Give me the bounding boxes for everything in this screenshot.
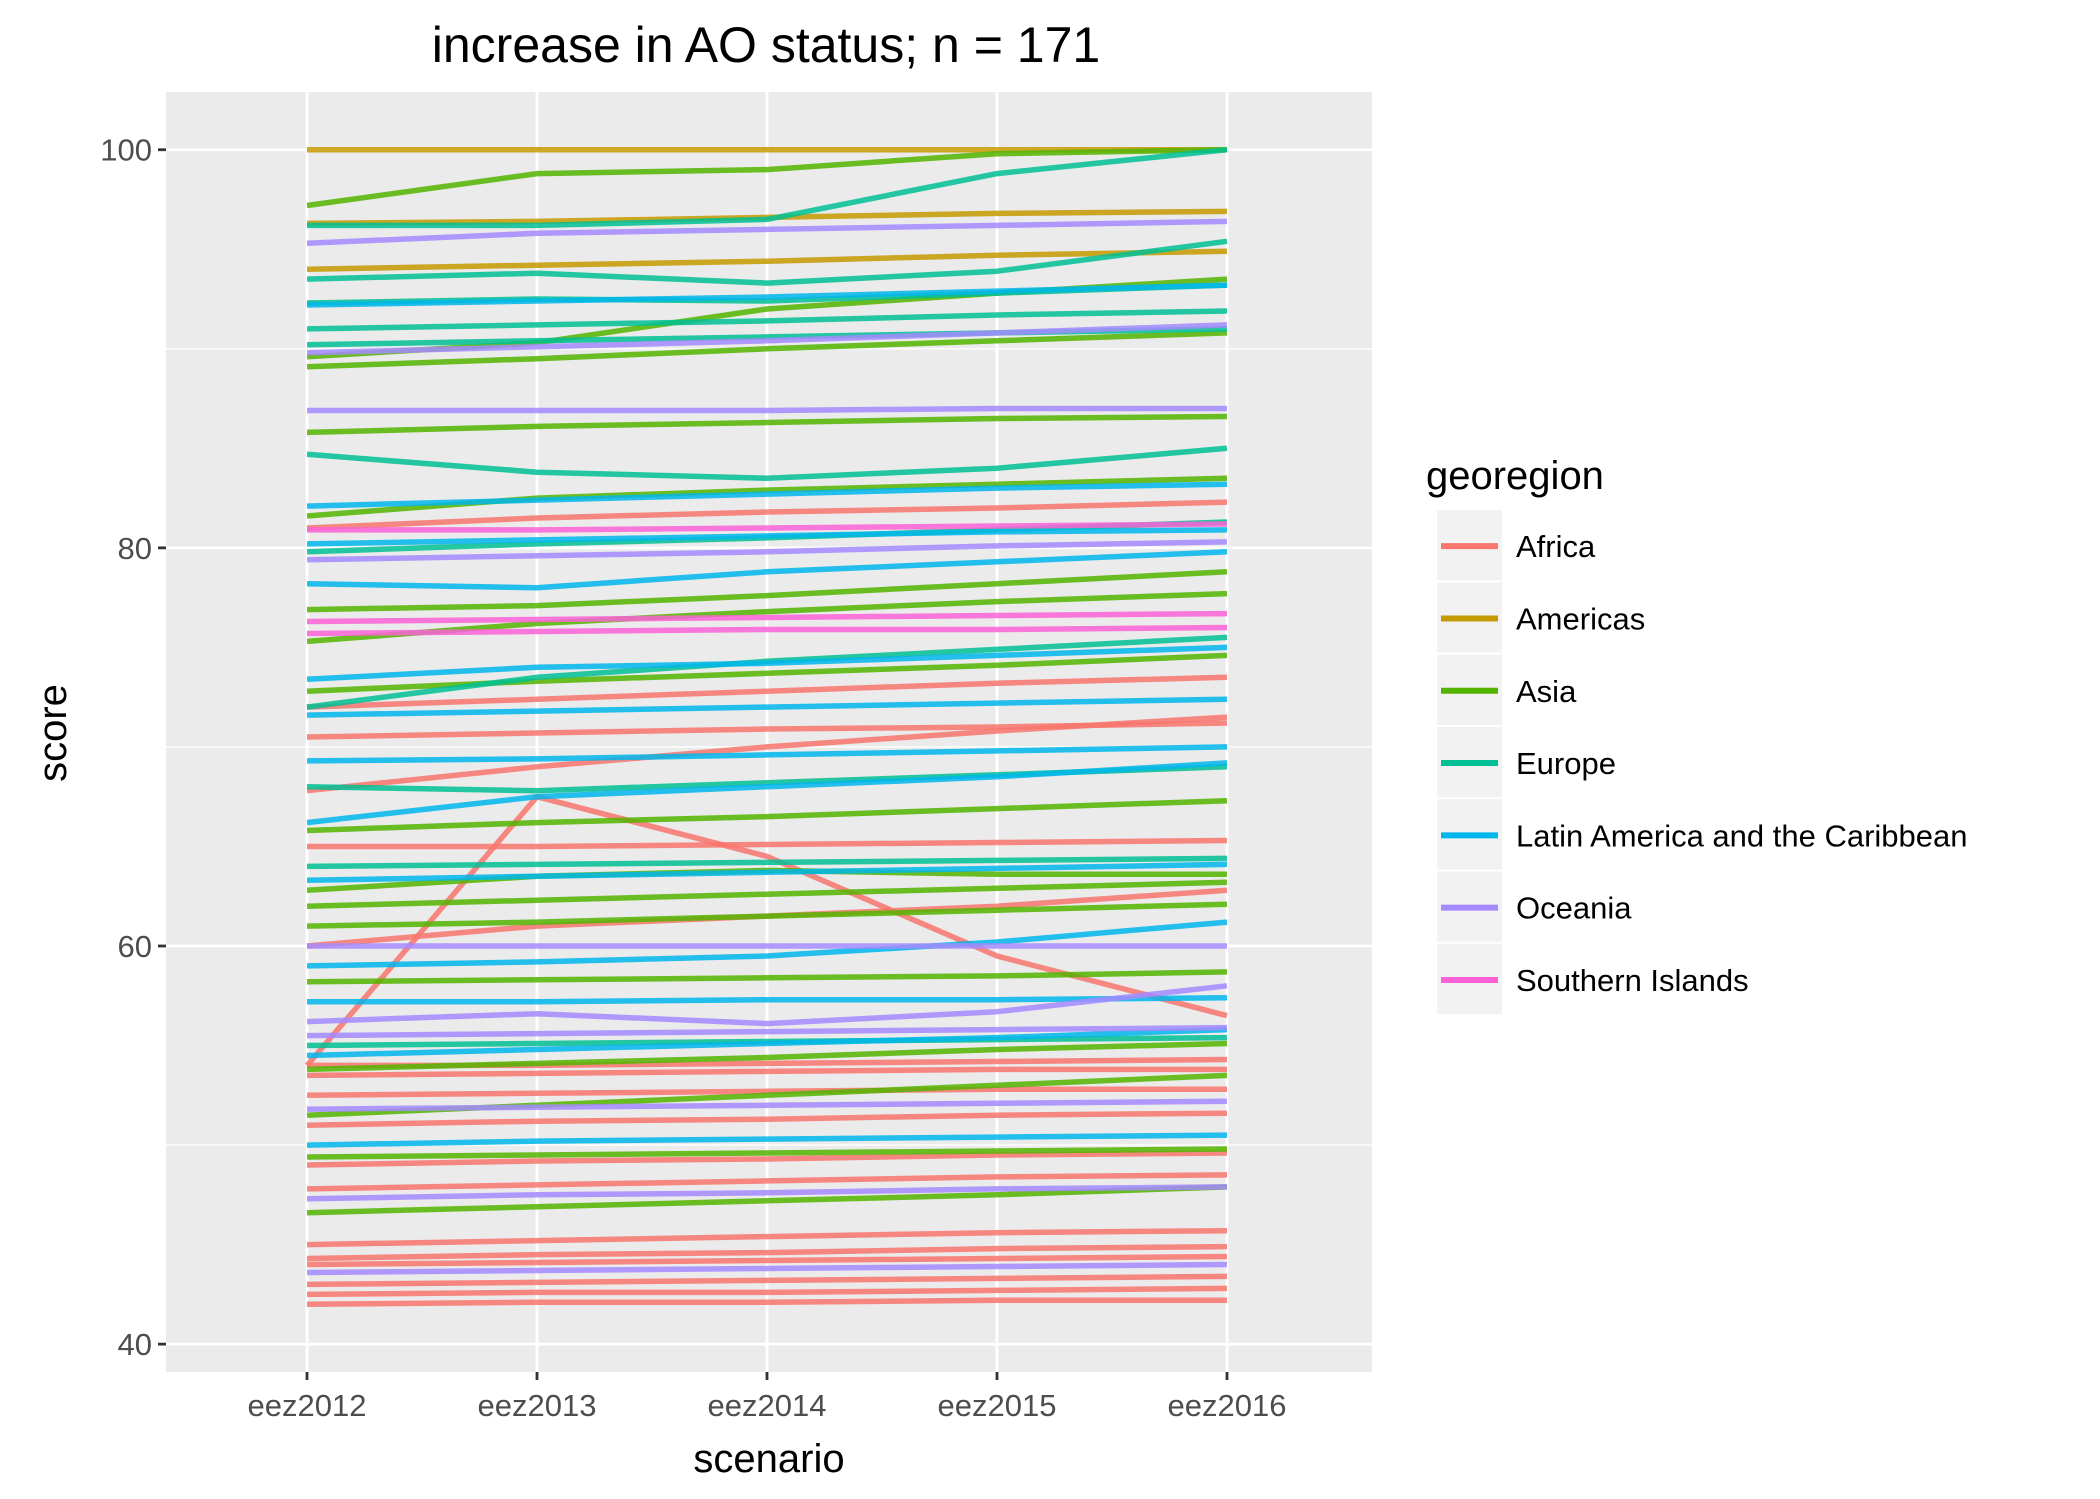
x-tick-label: eez2015 [938,1388,1057,1423]
legend-label: Americas [1516,601,1645,636]
y-tick-label: 80 [118,531,152,566]
series-line-oceania [306,1184,1228,1202]
series-line-latin-america-and-the-caribbean [306,549,1228,591]
x-axis: eez2012 eez2013 eez2014 eez2015 eez2016 [248,1372,1287,1423]
series-line-latin-america-and-the-caribbean [306,919,1228,969]
series-line-africa [306,1172,1228,1192]
series-line-oceania [306,539,1228,563]
series-line-asia [306,1146,1228,1160]
series-line-southern-islands [307,521,1228,533]
y-tick-label: 60 [118,929,152,964]
series-line-europe [306,855,1228,870]
legend-item-latin-america-and-the-caribbean: Latin America and the Caribbean [1437,799,1968,870]
series-line-africa [307,837,1228,850]
series-line-oceania [306,1024,1228,1039]
x-tick-label: eez2016 [1168,1388,1287,1423]
legend-label: Southern Islands [1516,963,1749,998]
legend-label: Africa [1516,529,1596,564]
legend-item-oceania: Oceania [1437,871,1632,942]
x-tick-label: eez2014 [708,1388,827,1423]
legend: georegion Africa Americas Asia Europe Latin … [1426,454,1968,1015]
series-line-asia [306,413,1228,436]
series-line-southern-islands [306,624,1228,637]
series-line-oceania [306,983,1228,1027]
legend-item-americas: Americas [1437,582,1645,653]
series-line-americas [306,248,1228,272]
series-line-latin-america-and-the-caribbean [306,282,1228,308]
series-line-europe [306,238,1228,286]
series-line-southern-islands [306,610,1228,625]
series-line-latin-america-and-the-caribbean [306,481,1228,509]
series-line-europe [306,445,1228,481]
series-line-africa [306,1227,1228,1248]
series-line-latin-america-and-the-caribbean [306,1132,1228,1148]
series-line-asia [306,797,1228,834]
series-line-africa [306,1086,1227,1099]
legend-title: georegion [1426,454,1604,498]
chart-title: increase in AO status; n = 171 [432,17,1100,73]
series-line-europe [307,146,1228,229]
y-tick-label: 40 [118,1327,152,1362]
legend-label: Latin America and the Caribbean [1516,818,1968,853]
series-line-africa [306,1243,1228,1262]
series-line-latin-america-and-the-caribbean [306,861,1228,884]
legend-label: Europe [1516,746,1616,781]
series-line-africa [306,1110,1228,1128]
series-line-oceania [307,405,1227,414]
x-tick-label: eez2013 [478,1388,597,1423]
series-line-latin-america-and-the-caribbean [306,527,1228,547]
y-axis-title: score [31,684,75,782]
series-line-africa [306,1273,1228,1288]
series-line-latin-america-and-the-caribbean [307,995,1228,1005]
series-line-asia [306,330,1228,370]
series-line-latin-america-and-the-caribbean [306,744,1228,764]
series-line-europe [306,308,1228,332]
x-axis-title: scenario [693,1437,844,1481]
series-line-asia [306,146,1228,209]
legend-item-africa: Africa [1437,510,1596,581]
series-line-latin-america-and-the-caribbean [306,1026,1228,1059]
series-line-oceania [306,218,1228,247]
series-line-africa [306,1285,1228,1298]
series-line-africa [306,499,1228,531]
series-line-latin-america-and-the-caribbean [306,696,1228,718]
series-line-africa [306,720,1228,740]
series-line-oceania [306,1098,1228,1112]
series-line-africa [306,1297,1227,1308]
series-line-africa [306,674,1228,710]
series-line-asia [306,879,1228,909]
legend-entries: Africa Americas Asia Europe Latin America an… [1437,510,1968,1015]
series-line-asia [306,969,1228,985]
series-line-oceania [306,322,1228,356]
legend-item-southern-islands: Southern Islands [1437,943,1749,1015]
series-line-latin-america-and-the-caribbean [306,760,1228,826]
legend-label: Asia [1516,674,1577,709]
series-lines [304,146,1228,1308]
series-line-asia [306,901,1228,929]
legend-item-asia: Asia [1437,654,1577,725]
series-line-asia [306,1040,1228,1073]
series-line-asia [306,569,1228,613]
legend-label: Oceania [1516,891,1632,926]
series-line-asia [306,1184,1228,1216]
series-line-latin-america-and-the-caribbean [306,644,1228,682]
x-tick-label: eez2012 [248,1388,367,1423]
series-line-africa [306,1253,1228,1268]
legend-item-europe: Europe [1437,726,1616,798]
y-tick-label: 100 [100,133,152,168]
series-line-africa [306,1150,1228,1168]
y-axis: 40 60 80 100 [100,133,166,1362]
series-line-africa [306,1066,1227,1079]
series-line-oceania [306,1261,1228,1276]
